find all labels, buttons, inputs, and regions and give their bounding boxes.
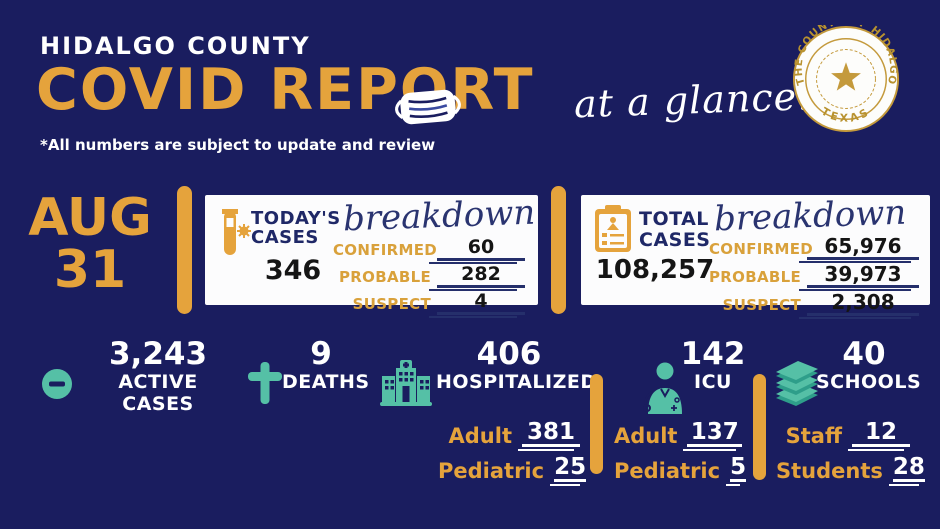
report-date: AUG 31 <box>24 192 156 296</box>
breakdown-row-confirmed: CONFIRMED 60 <box>333 237 525 264</box>
icu-stat: 142 ICU <box>680 336 746 393</box>
breakdown-row-suspect: SUSPECT 4 <box>333 290 525 318</box>
clipboard-icon <box>595 205 631 252</box>
report-title-part2: RT <box>450 57 535 123</box>
report-title-part1: COVID REP <box>36 57 400 123</box>
face-mask-icon <box>394 89 461 125</box>
total-cases-label: TOTAL CASES <box>639 208 711 251</box>
deaths-stat: 9 DEATHS <box>282 336 370 393</box>
total-cases-total: 108,257 <box>595 255 715 285</box>
breakdown-row-probable: PROBABLE 282 <box>333 263 525 291</box>
todays-breakdown-title: breakdown <box>342 192 536 240</box>
schools-stat: 40 SCHOOLS <box>816 336 922 393</box>
county-title: HIDALGO COUNTY <box>40 32 311 60</box>
test-tube-icon <box>222 209 251 255</box>
divider-icu-schools <box>753 374 766 480</box>
seal-star <box>831 62 861 91</box>
hospitalized-stat: 406 HOSPITALIZED <box>436 336 597 393</box>
doctor-icon <box>643 362 682 414</box>
date-month: AUG <box>28 188 152 248</box>
tagline: at a glance.. <box>573 73 824 127</box>
substat-students: Students 28 <box>776 454 925 487</box>
county-seal: THE COUNTY OF HIDALGO TEXAS <box>793 25 900 133</box>
breakdown-row-probable: PROBABLE 39,973 <box>709 263 919 291</box>
hospitalized-substats: Adult 381 Pediatric 25 <box>438 420 587 487</box>
schools-substats: Staff 12 Students 28 <box>776 420 925 487</box>
report-title-o: O <box>394 62 461 125</box>
hospital-icon <box>380 360 432 406</box>
todays-cases-total: 346 <box>264 255 322 286</box>
substat-adult: Adult 137 <box>614 420 742 452</box>
divider-date <box>177 186 192 314</box>
total-breakdown-rows: CONFIRMED 65,976 PROBABLE 39,973 SUSPECT… <box>709 235 919 319</box>
total-cases-card: TOTAL CASES 108,257 breakdown CONFIRMED … <box>581 192 930 319</box>
total-breakdown-title: breakdown <box>713 192 907 240</box>
substat-adult: Adult 381 <box>438 420 580 452</box>
cross-icon <box>248 362 282 404</box>
minus-circle-icon <box>42 369 72 399</box>
disclaimer: *All numbers are subject to update and r… <box>40 136 436 154</box>
todays-breakdown-rows: CONFIRMED 60 PROBABLE 282 SUSPECT 4 <box>333 237 525 318</box>
divider-hospitalized-icu <box>590 374 603 474</box>
todays-cases-card: TODAY'S CASES 346 breakdown CONFIRMED 60… <box>205 192 538 318</box>
report-title: COVID REPO RT <box>36 62 535 125</box>
active-cases-stat: 3,243 ACTIVE CASES <box>108 336 208 415</box>
date-day: 31 <box>53 240 127 300</box>
breakdown-row-suspect: SUSPECT 2,308 <box>709 291 919 319</box>
icu-substats: Adult 137 Pediatric 5 <box>614 420 747 487</box>
substat-pediatric: Pediatric 5 <box>614 454 747 487</box>
divider-cards <box>551 186 566 314</box>
breakdown-row-confirmed: CONFIRMED 65,976 <box>709 235 919 263</box>
substat-staff: Staff 12 <box>776 420 910 452</box>
substat-pediatric: Pediatric 25 <box>438 454 587 487</box>
todays-cases-label: TODAY'S CASES <box>251 208 341 249</box>
books-icon <box>776 361 818 406</box>
